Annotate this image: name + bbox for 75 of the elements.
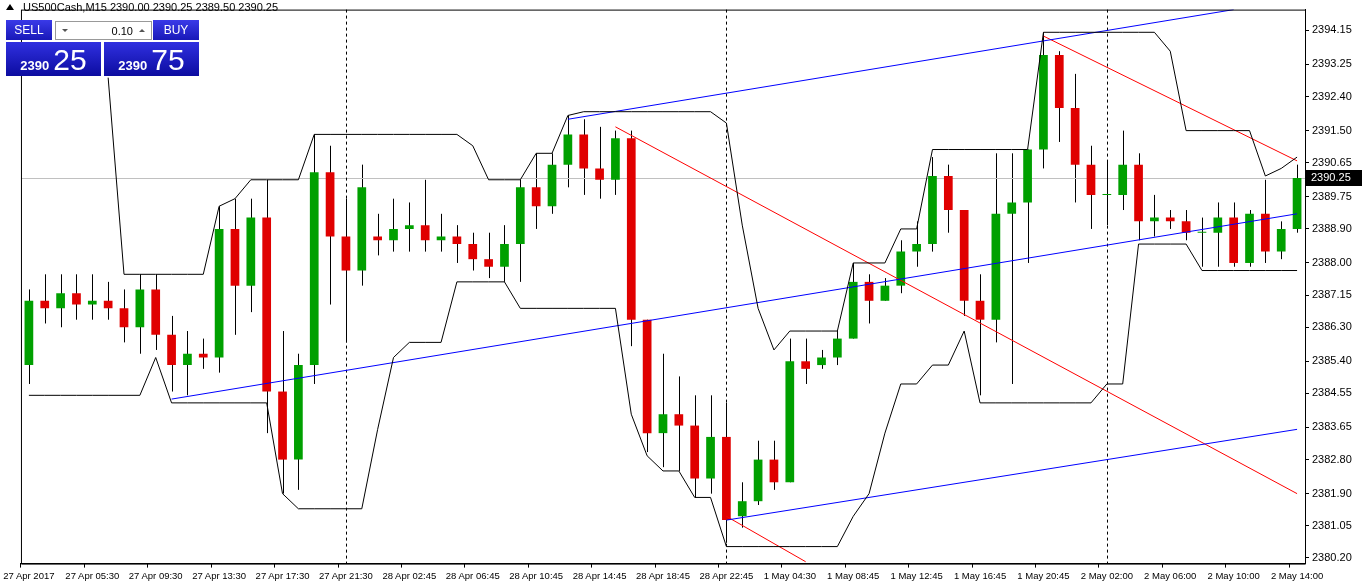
y-tick-label: 2383.65	[1312, 420, 1352, 433]
annotation: BUY	[153, 20, 199, 40]
x-tick-label: 27 Apr 17:30	[255, 569, 310, 581]
y-tick-label: 2386.30	[1312, 320, 1352, 333]
candlestick	[436, 213, 446, 253]
ref-line-label: 2390.25	[1311, 170, 1351, 183]
x-tick-label: 27 Apr 13:30	[192, 569, 247, 581]
y-tick-label: 2389.75	[1312, 189, 1352, 202]
x-tick-label: 27 Apr 2017	[3, 569, 55, 581]
x-tick-label: 2 May 06:00	[1144, 569, 1197, 581]
x-tick-label: 28 Apr 18:45	[636, 569, 690, 581]
candlestick	[198, 338, 208, 370]
x-tick-label: 27 Apr 05:30	[65, 569, 120, 581]
candlestick	[468, 232, 478, 272]
candlestick	[40, 273, 50, 324]
candlestick	[103, 281, 113, 321]
candlestick	[484, 232, 493, 279]
candlestick	[87, 273, 97, 321]
y-tick-label: 2393.25	[1312, 57, 1352, 70]
candlestick	[1213, 201, 1223, 268]
candlestick	[595, 126, 604, 200]
candlestick	[452, 224, 462, 264]
candlestick	[404, 201, 414, 253]
candlestick	[183, 330, 192, 396]
candlestick	[801, 338, 811, 385]
y-tick-label: 2392.40	[1312, 89, 1352, 102]
y-tick-label: 2385.40	[1312, 354, 1352, 367]
candlestick	[817, 349, 826, 370]
x-tick-label: 28 Apr 10:45	[509, 569, 564, 581]
x-tick-label: 28 Apr 14:45	[572, 569, 627, 581]
x-tick-label: 1 May 04:30	[763, 569, 816, 581]
x-tick-label: 2 May 02:00	[1080, 569, 1133, 581]
candlestick	[373, 213, 382, 256]
candlestick	[737, 481, 747, 529]
candlestick	[119, 288, 129, 343]
annotation: SELL	[6, 20, 52, 40]
y-tick-label: 2380.20	[1312, 550, 1352, 563]
candlestick	[72, 273, 81, 321]
candlestick	[531, 152, 541, 230]
x-tick-label: 1 May 20:45	[1017, 569, 1070, 581]
y-tick-label: 2388.00	[1312, 256, 1352, 268]
x-tick-label: 1 May 08:45	[827, 569, 880, 581]
candlestick	[389, 198, 398, 253]
x-tick-label: 28 Apr 22:45	[699, 569, 754, 581]
annotation: 0.10	[110, 24, 133, 37]
y-tick-label: 2390.65	[1312, 155, 1352, 168]
chart-title: .US500Cash,M15 2390.00 2390.25 2389.50 2390.25	[20, 1, 279, 13]
x-tick-label: 1 May 12:45	[890, 569, 943, 581]
annotation: 2390	[20, 58, 50, 73]
y-tick-label: 2387.15	[1312, 288, 1352, 301]
candlestick	[1007, 152, 1017, 385]
x-tick-label: 27 Apr 09:30	[128, 569, 183, 581]
x-tick-label: 1 May 16:45	[953, 569, 1007, 581]
x-tick-label: 2 May 14:00	[1270, 569, 1324, 581]
annotation: 2390	[118, 58, 148, 73]
candlestick	[880, 277, 890, 302]
y-tick-label: 2394.15	[1312, 23, 1352, 36]
y-tick-label: 2381.90	[1312, 486, 1352, 499]
y-tick-label: 2391.50	[1312, 123, 1352, 136]
x-tick-label: 28 Apr 06:45	[445, 569, 500, 581]
candlestick	[56, 273, 65, 328]
x-tick-label: 27 Apr 21:30	[318, 569, 373, 581]
annotation: 75	[151, 43, 185, 76]
y-tick-label: 2382.80	[1312, 452, 1352, 465]
x-tick-label: 2 May 10:00	[1207, 569, 1260, 581]
candlestick	[1276, 220, 1286, 260]
y-tick-label: 2388.90	[1312, 221, 1352, 234]
y-tick-label: 2384.55	[1312, 386, 1352, 399]
candlestick	[420, 179, 430, 253]
candlestick	[674, 375, 684, 472]
x-tick-label: 28 Apr 02:45	[382, 569, 437, 581]
y-tick-label: 2381.05	[1312, 518, 1352, 531]
annotation: 25	[53, 43, 87, 76]
candlestick	[975, 273, 985, 396]
candlestick	[658, 353, 668, 468]
